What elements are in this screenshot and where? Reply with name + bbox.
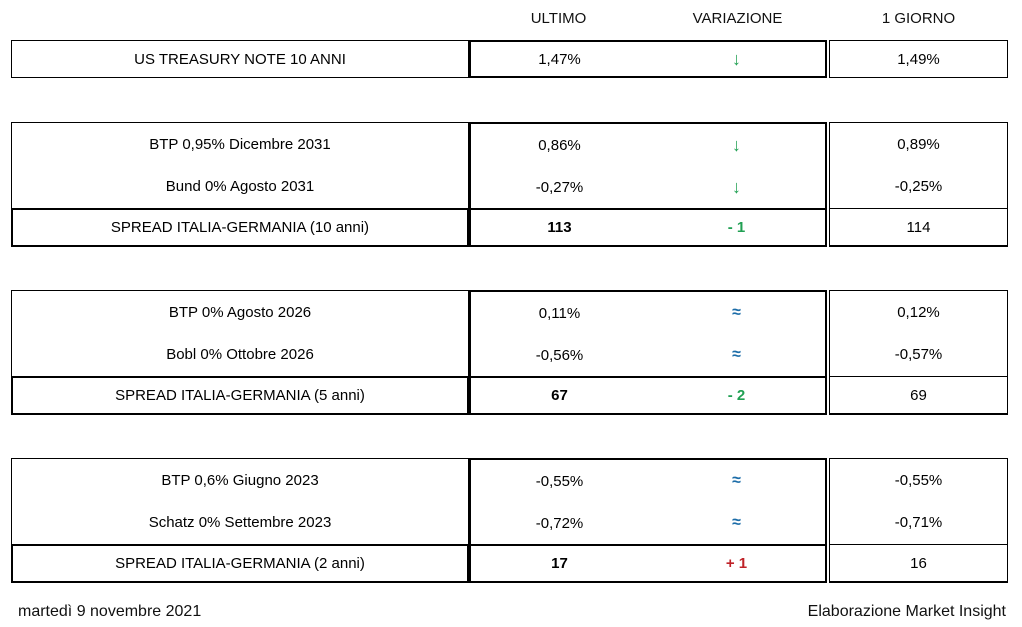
spread-giorno-box: 16 <box>829 544 1008 583</box>
giorno-box: 0,89% -0,25% <box>829 122 1008 208</box>
spread-label: SPREAD ITALIA-GERMANIA (2 anni) <box>115 555 365 572</box>
ultimo-value: -0,56% <box>535 346 584 364</box>
down-arrow-icon: ↓ <box>732 48 741 69</box>
ultimo-value: 1,47% <box>538 50 581 68</box>
ultimo-variazione-box: 1,47% ↓ <box>469 40 827 78</box>
spread-label: SPREAD ITALIA-GERMANIA (5 anni) <box>115 387 365 404</box>
block-us-treasury: US TREASURY NOTE 10 ANNI 1,47% ↓ 1,49% <box>11 40 1008 78</box>
instrument-label-box: BTP 0% Agosto 2026 Bobl 0% Ottobre 2026 <box>11 290 469 376</box>
giorno-box: 1,49% <box>829 40 1008 78</box>
spread-ultimo-value: 17 <box>551 555 568 572</box>
instrument-label: BTP 0,95% Dicembre 2031 <box>149 135 331 153</box>
block-5-anni: BTP 0% Agosto 2026 Bobl 0% Ottobre 2026 … <box>11 290 1008 415</box>
instrument-label: Schatz 0% Settembre 2023 <box>148 514 332 532</box>
spread-ultimo-value: 113 <box>547 219 572 236</box>
approx-equal-icon: ≈ <box>732 304 741 321</box>
giorno-box: -0,55% -0,71% <box>829 458 1008 544</box>
ultimo-variazione-box: 0,11% ≈ -0,56% ≈ <box>469 290 827 376</box>
giorno-value: 0,12% <box>897 303 940 321</box>
ultimo-variazione-box: 0,86% ↓ -0,27% ↓ <box>469 122 827 208</box>
spread-delta: + 1 <box>725 555 748 572</box>
instrument-label: Bobl 0% Ottobre 2026 <box>166 346 314 364</box>
instrument-label: US TREASURY NOTE 10 ANNI <box>134 50 346 68</box>
ultimo-value: 0,86% <box>538 136 581 154</box>
spread-giorno-box: 69 <box>829 376 1008 415</box>
spread-row-values: 17 + 1 <box>469 544 827 583</box>
ultimo-variazione-box: -0,55% ≈ -0,72% ≈ <box>469 458 827 544</box>
giorno-box: 0,12% -0,57% <box>829 290 1008 376</box>
spread-row-label: SPREAD ITALIA-GERMANIA (10 anni) <box>11 208 469 247</box>
column-header-1giorno: 1 GIORNO <box>881 10 956 27</box>
spread-row-values: 113 - 1 <box>469 208 827 247</box>
column-header-ultimo: ULTIMO <box>530 10 587 27</box>
spread-ultimo-value: 67 <box>551 387 568 404</box>
down-arrow-icon: ↓ <box>732 176 741 197</box>
ultimo-value: -0,27% <box>535 178 584 196</box>
giorno-value: -0,55% <box>894 471 943 489</box>
approx-equal-icon: ≈ <box>732 346 741 363</box>
spread-delta: - 1 <box>727 219 746 236</box>
instrument-label: BTP 0% Agosto 2026 <box>168 303 312 321</box>
source-credit: Elaborazione Market Insight <box>807 603 1006 620</box>
spread-label: SPREAD ITALIA-GERMANIA (10 anni) <box>110 219 370 236</box>
instrument-label-box: BTP 0,6% Giugno 2023 Schatz 0% Settembre… <box>11 458 469 544</box>
spread-giorno-value: 114 <box>906 218 931 236</box>
report-date: martedì 9 novembre 2021 <box>18 603 202 620</box>
instrument-label-box: US TREASURY NOTE 10 ANNI <box>11 40 469 78</box>
spread-giorno-value: 69 <box>910 386 927 404</box>
instrument-label: Bund 0% Agosto 2031 <box>165 178 315 196</box>
down-arrow-icon: ↓ <box>732 134 741 155</box>
block-10-anni: BTP 0,95% Dicembre 2031 Bund 0% Agosto 2… <box>11 122 1008 247</box>
approx-equal-icon: ≈ <box>732 472 741 489</box>
spread-giorno-value: 16 <box>910 554 927 572</box>
ultimo-value: -0,55% <box>535 472 584 490</box>
giorno-value: 1,49% <box>897 50 940 68</box>
spread-giorno-box: 114 <box>829 208 1008 247</box>
column-header-variazione: VARIAZIONE <box>692 10 783 27</box>
approx-equal-icon: ≈ <box>732 514 741 531</box>
ultimo-value: 0,11% <box>538 304 581 322</box>
spread-row-values: 67 - 2 <box>469 376 827 415</box>
spread-row-label: SPREAD ITALIA-GERMANIA (2 anni) <box>11 544 469 583</box>
instrument-label-box: BTP 0,95% Dicembre 2031 Bund 0% Agosto 2… <box>11 122 469 208</box>
block-2-anni: BTP 0,6% Giugno 2023 Schatz 0% Settembre… <box>11 458 1008 583</box>
instrument-label: BTP 0,6% Giugno 2023 <box>161 471 319 489</box>
giorno-value: -0,71% <box>894 514 943 532</box>
spread-delta: - 2 <box>727 387 746 404</box>
ultimo-value: -0,72% <box>535 514 584 532</box>
giorno-value: 0,89% <box>897 135 940 153</box>
spread-row-label: SPREAD ITALIA-GERMANIA (5 anni) <box>11 376 469 415</box>
giorno-value: -0,57% <box>894 346 943 364</box>
giorno-value: -0,25% <box>894 178 943 196</box>
